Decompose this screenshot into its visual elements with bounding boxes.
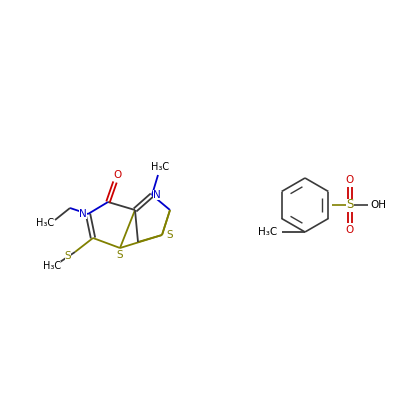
Text: H₃C: H₃C (258, 227, 278, 237)
Text: S: S (167, 230, 173, 240)
Text: H₃C: H₃C (43, 261, 61, 271)
Text: O: O (346, 175, 354, 185)
Text: OH: OH (370, 200, 386, 210)
Text: S: S (65, 251, 71, 261)
Text: H₃C: H₃C (36, 218, 54, 228)
Text: N: N (79, 209, 87, 219)
Text: O: O (346, 225, 354, 235)
Text: H₃C: H₃C (151, 162, 169, 172)
Text: S: S (117, 250, 123, 260)
Text: N: N (153, 190, 161, 200)
Text: S: S (346, 198, 354, 212)
Text: O: O (113, 170, 121, 180)
